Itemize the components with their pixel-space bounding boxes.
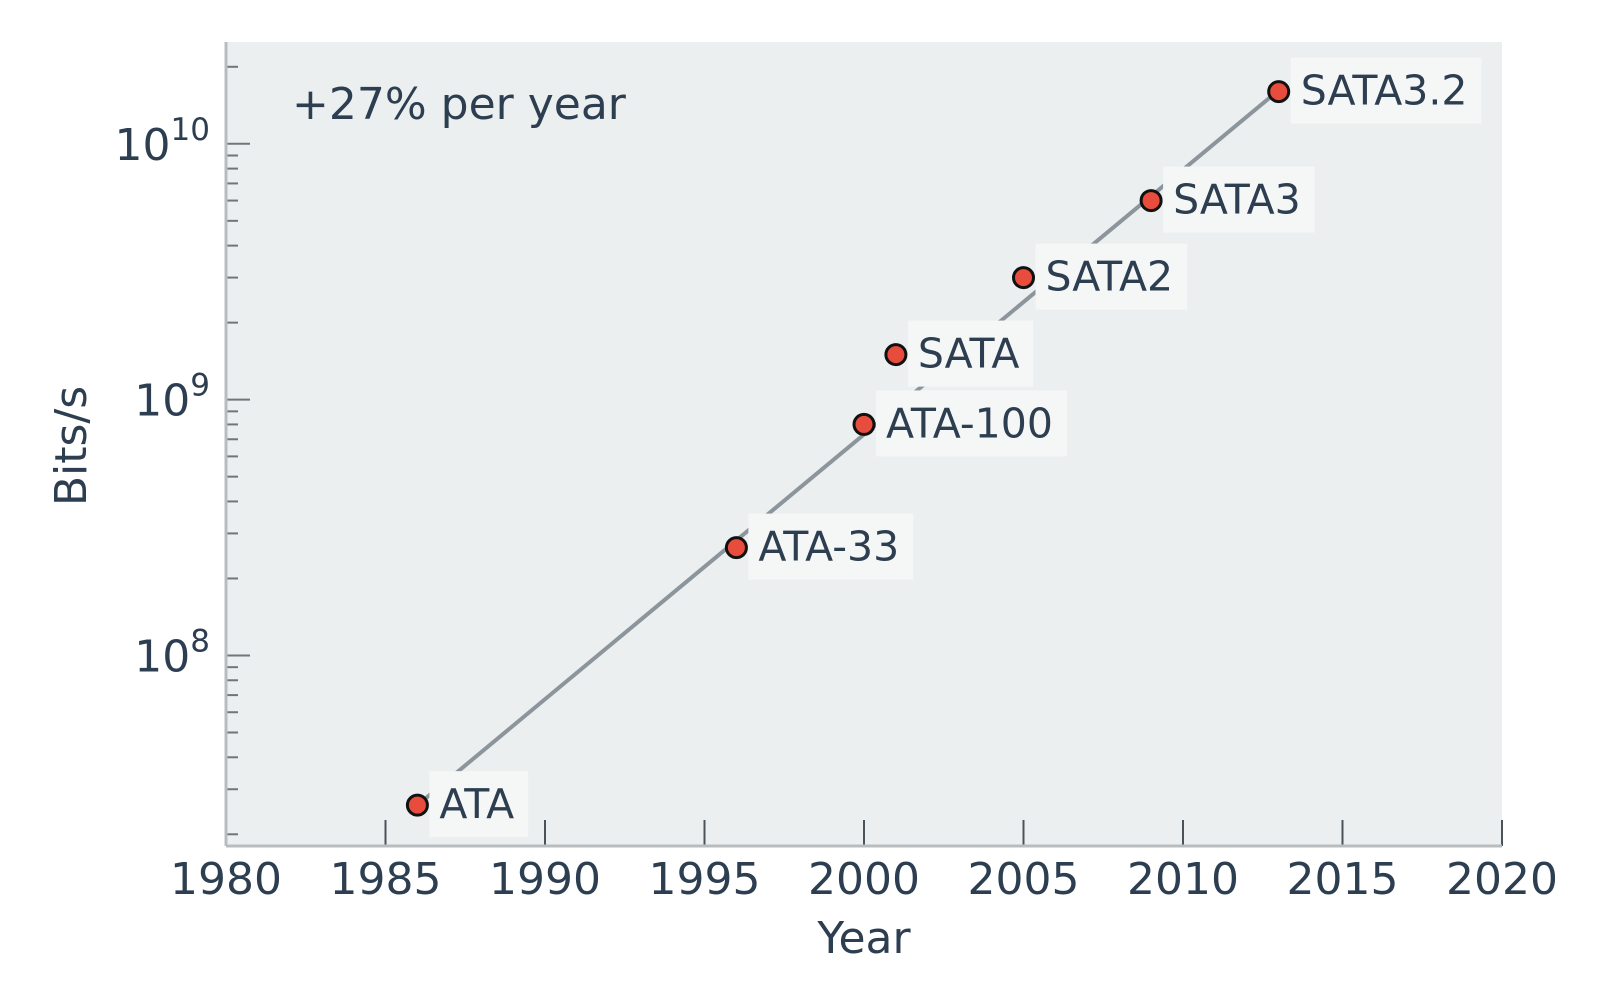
y-major-ticks: 108 109 1010 bbox=[115, 112, 250, 682]
x-tick-label: 2020 bbox=[1446, 854, 1558, 905]
data-point-group: SATA bbox=[884, 320, 1034, 387]
data-points: ATA ATA-33 ATA-100 SATA SATA2 SATA3 SATA3.2 bbox=[405, 57, 1482, 838]
y-axis-title: Bits/s bbox=[46, 386, 97, 506]
x-tick-label: 2015 bbox=[1287, 854, 1399, 905]
point-label: SATA bbox=[918, 330, 1020, 378]
growth-annotation: +27% per year bbox=[292, 79, 627, 130]
data-point bbox=[405, 793, 429, 817]
y-minor-ticks bbox=[226, 65, 238, 836]
point-label-bg bbox=[1163, 166, 1315, 233]
x-tick-label: 2000 bbox=[808, 854, 920, 905]
point-label: ATA-100 bbox=[886, 399, 1053, 447]
plot-area bbox=[226, 42, 1502, 846]
point-label-bg bbox=[748, 513, 914, 580]
data-point-group: ATA-100 bbox=[852, 390, 1067, 457]
y-tick-label: 1010 bbox=[115, 112, 210, 171]
point-label-bg bbox=[876, 390, 1067, 457]
x-tick-label: 2010 bbox=[1127, 854, 1239, 905]
data-point-group: SATA2 bbox=[1012, 243, 1188, 310]
point-label: SATA3 bbox=[1173, 176, 1301, 224]
data-point-group: SATA3.2 bbox=[1267, 57, 1482, 124]
point-label: ATA bbox=[439, 780, 514, 828]
data-point bbox=[1267, 80, 1291, 104]
point-label: SATA3.2 bbox=[1301, 67, 1468, 115]
point-label: SATA2 bbox=[1046, 253, 1174, 301]
data-point-group: ATA-33 bbox=[724, 513, 914, 580]
y-tick-label: 109 bbox=[134, 368, 210, 427]
x-tick-label: 1985 bbox=[330, 854, 442, 905]
x-tick-label: 1980 bbox=[170, 854, 282, 905]
data-point bbox=[852, 412, 876, 436]
x-ticks: 1980 1985 1990 1995 2000 2005 2010 2015 2020 bbox=[170, 820, 1558, 905]
x-tick-label: 1995 bbox=[649, 854, 761, 905]
data-point bbox=[724, 536, 748, 560]
y-tick-label: 108 bbox=[134, 623, 210, 682]
trend-line bbox=[416, 88, 1280, 807]
point-label-bg bbox=[1035, 243, 1188, 310]
point-label-bg bbox=[429, 771, 529, 838]
x-tick-label: 1990 bbox=[489, 854, 601, 905]
point-label-bg bbox=[907, 320, 1034, 387]
data-point-group: SATA3 bbox=[1139, 166, 1315, 233]
data-point bbox=[1139, 189, 1163, 213]
point-label: ATA-33 bbox=[758, 523, 899, 571]
x-tick-label: 2005 bbox=[968, 854, 1080, 905]
data-point-group: ATA bbox=[405, 771, 529, 838]
point-label-bg bbox=[1290, 57, 1482, 124]
x-axis-title: Year bbox=[816, 913, 911, 964]
data-point bbox=[1012, 266, 1035, 290]
data-point bbox=[884, 343, 908, 367]
